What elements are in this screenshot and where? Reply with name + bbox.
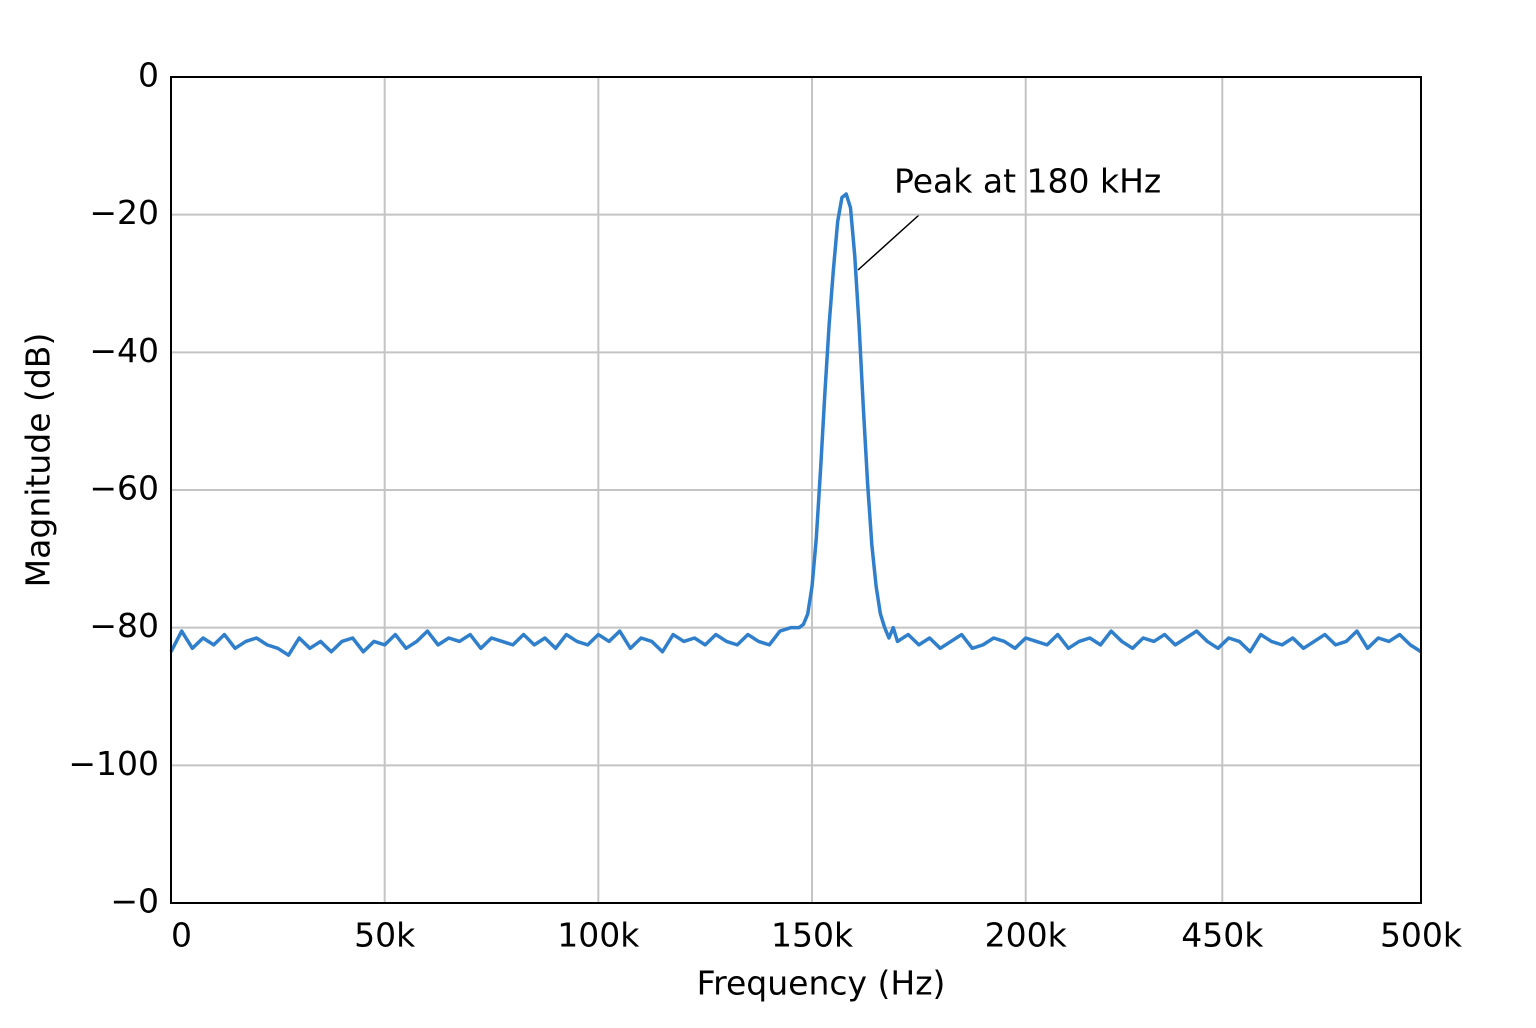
plot-frame [170,76,1422,904]
x-tick-label: 500k [1380,916,1463,955]
x-tick-label: 200k [985,916,1068,955]
x-tick-label: 0 [171,916,192,955]
annotation-line [857,214,920,271]
x-tick-label: 50k [354,916,416,955]
y-tick-label: −20 [89,193,159,232]
x-tick-label: 450k [1181,916,1264,955]
y-tick-label: 0 [138,56,159,95]
x-tick-label: 100k [557,916,640,955]
x-axis-label: Frequency (Hz) [697,964,946,1003]
y-tick-label: −100 [68,744,159,783]
y-tick-label: −0 [110,882,159,921]
y-axis-label: Magnitude (dB) [19,333,58,588]
y-tick-label: −80 [89,606,159,645]
x-tick-label: 150k [771,916,854,955]
data-line [169,192,1422,657]
annotation: Peak at 180 kHz [894,162,1161,201]
y-tick-label: −40 [89,331,159,370]
y-tick-label: −60 [89,469,159,508]
